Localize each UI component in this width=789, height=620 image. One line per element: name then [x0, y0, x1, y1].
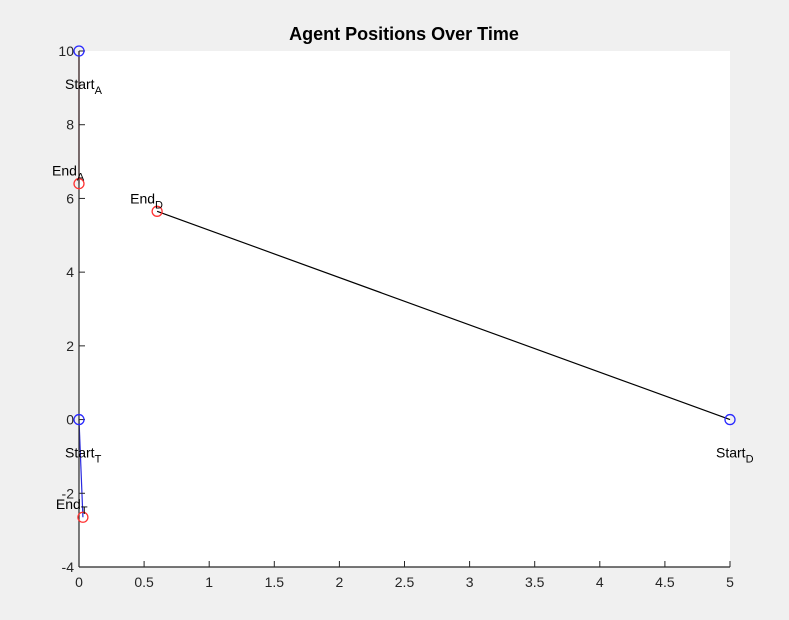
x-tick-label: 1.5 — [265, 574, 285, 590]
x-tick-label: 4.5 — [655, 574, 675, 590]
plot-area — [79, 51, 730, 567]
x-tick-label: 3.5 — [525, 574, 545, 590]
start-label-d: StartD — [716, 445, 754, 466]
start-label-t: StartT — [65, 445, 102, 466]
end-label-t: EndT — [56, 496, 88, 517]
y-tick-label: -4 — [62, 559, 75, 575]
x-tick-label: 4 — [596, 574, 604, 590]
annotation-layer: StartA EndA StartD EndD StartT EndT — [52, 76, 754, 517]
x-tick-label: 2.5 — [395, 574, 415, 590]
end-label-a: EndA — [52, 163, 85, 184]
x-tick-label: 0 — [75, 574, 83, 590]
x-tick-label: 1 — [205, 574, 213, 590]
start-marker-a — [73, 45, 85, 57]
start-marker-t — [73, 413, 85, 426]
end-marker-t — [77, 511, 89, 523]
x-tick-label: 5 — [726, 574, 734, 590]
series-line-t — [78, 419, 84, 518]
end-marker-d — [151, 205, 163, 217]
y-tick-label: 0 — [66, 412, 74, 428]
end-label-d: EndD — [130, 190, 163, 211]
start-marker-d — [724, 413, 736, 426]
y-tick-label: 10 — [58, 43, 74, 59]
x-tick-label: 2 — [336, 574, 344, 590]
start-label-a: StartA — [65, 76, 103, 97]
chart-title: Agent Positions Over Time — [289, 24, 519, 44]
y-tick-label: 4 — [66, 264, 74, 280]
y-tick-label: -2 — [62, 485, 75, 501]
x-tick-label: 3 — [466, 574, 474, 590]
series-line-d — [156, 210, 731, 421]
y-tick-label: 8 — [66, 117, 74, 133]
marker-layer — [73, 45, 736, 523]
end-marker-a — [73, 178, 85, 190]
y-tick-label: 6 — [66, 190, 74, 206]
x-tick-label: 0.5 — [134, 574, 154, 590]
axes: 0 0.5 1 1.5 2 2.5 3 3.5 4 4.5 5 -4 -2 0 2 4 6 8 10 — [58, 43, 734, 590]
y-tick-label: 2 — [66, 338, 74, 354]
